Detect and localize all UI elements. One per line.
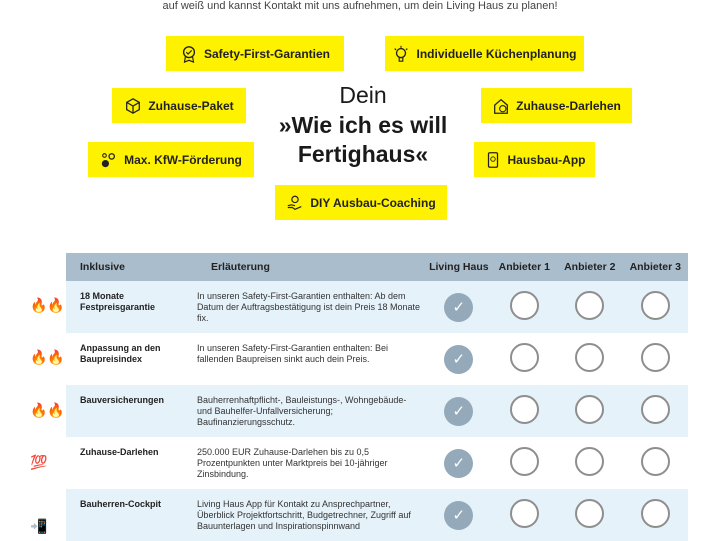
badge-label: DIY Ausbau-Coaching	[310, 195, 436, 210]
check-cell	[557, 281, 623, 333]
check-cell	[492, 333, 557, 385]
header-erlaeuterung: Erläuterung	[196, 253, 427, 281]
headline: »Wie ich es will Fertighaus«	[250, 111, 476, 169]
check-cell	[557, 489, 623, 541]
check-cell: ✓	[426, 437, 491, 489]
house-euro-icon	[494, 98, 509, 114]
check-cell	[491, 281, 558, 333]
check-cell	[622, 489, 688, 541]
empty-circle-icon	[640, 291, 670, 320]
feature-description: In unseren Safety-First-Garantien enthal…	[196, 343, 389, 364]
empty-circle-icon	[509, 343, 539, 372]
check-cell	[557, 385, 623, 437]
empty-circle-icon	[575, 395, 605, 424]
row-emoji-icon: 🔥🔥	[30, 401, 65, 418]
row-emoji-icon: 💯	[30, 453, 48, 470]
empty-circle-icon	[640, 447, 670, 476]
badge-kfw-foerderung: Max. KfW-Förderung	[88, 142, 254, 177]
empty-circle-icon	[640, 343, 670, 372]
row-emoji-icon: 🔥🔥	[30, 349, 65, 366]
row-emoji-icon: 🔥🔥	[30, 297, 65, 313]
badge-label: Individuelle Küchenplanung	[416, 46, 577, 61]
feature-name: Bauversicherungen	[66, 385, 197, 437]
badge-safety-first: Safety-First-Garantien	[166, 36, 344, 71]
feature-description: Living Haus App für Kontakt zu Ansprechp…	[196, 489, 427, 541]
empty-circle-icon	[509, 447, 539, 476]
empty-circle-icon	[575, 499, 605, 528]
header-living-haus: Living Haus	[426, 253, 492, 281]
checkmark-icon: ✓	[444, 396, 474, 426]
empty-circle-icon	[509, 499, 539, 528]
header-anbieter-2: Anbieter 2	[557, 253, 623, 281]
feature-name: Bauherren-Cockpit	[66, 489, 197, 541]
check-cell	[623, 437, 689, 489]
badge-zuhause-darlehen: Zuhause-Darlehen	[481, 88, 632, 123]
empty-circle-icon	[575, 447, 605, 476]
feature-description: In unseren Safety-First-Garantien enthal…	[196, 281, 427, 333]
feature-name: 18 Monate Festpreisgarantie	[66, 281, 197, 333]
check-cell	[557, 333, 622, 385]
check-cell: ✓	[426, 333, 491, 385]
header-anbieter-1: Anbieter 1	[491, 253, 558, 281]
badge-zuhause-paket: Zuhause-Paket	[112, 88, 246, 123]
headline-line1: »Wie ich es will	[278, 112, 448, 138]
comparison-table: Inklusive Erläuterung Living Haus Anbiet…	[66, 253, 688, 541]
smartphone-icon	[487, 151, 498, 168]
table-row: Bauversicherungen Bauherrenhaftpflicht-, …	[66, 385, 688, 437]
feature-name: Anpassung an den Baupreisindex	[80, 343, 161, 364]
empty-circle-icon	[640, 395, 670, 424]
check-cell: ✓	[426, 385, 492, 437]
checkmark-icon: ✓	[444, 292, 474, 322]
coins-icon	[101, 152, 116, 167]
checkmark-icon: ✓	[444, 344, 474, 374]
check-cell	[622, 385, 688, 437]
feature-description: Bauherrenhaftpflicht-, Bauleistungs-, Wo…	[196, 385, 427, 437]
check-cell: ✓	[426, 489, 492, 541]
table-row: Zuhause-Darlehen 250.000 EUR Zuhause-Darl…	[66, 437, 688, 489]
badge-hausbau-app: Hausbau-App	[474, 142, 595, 177]
check-cell	[557, 437, 622, 489]
check-cell	[491, 489, 558, 541]
empty-circle-icon	[575, 343, 605, 372]
badge-kuechenplanung: Individuelle Küchenplanung	[385, 36, 584, 71]
empty-circle-icon	[575, 291, 605, 320]
check-cell	[492, 437, 557, 489]
check-cell	[491, 385, 558, 437]
empty-circle-icon	[640, 499, 670, 528]
badge-label: Zuhause-Paket	[148, 98, 234, 113]
empty-circle-icon	[509, 395, 539, 424]
header-anbieter-3: Anbieter 3	[622, 253, 688, 281]
table-row: Bauherren-Cockpit Living Haus App für Kon…	[66, 489, 688, 541]
lightbulb-icon	[394, 45, 409, 62]
badge-label: Zuhause-Darlehen	[516, 98, 621, 113]
row-emoji-icon: 📲	[30, 518, 48, 535]
feature-name: Zuhause-Darlehen	[80, 447, 159, 457]
check-cell	[623, 333, 689, 385]
badge-label: Hausbau-App	[507, 152, 586, 167]
table-row: Anpassung an den Baupreisindex In unseren…	[66, 333, 688, 385]
checkmark-icon: ✓	[444, 448, 474, 478]
check-cell	[622, 281, 688, 333]
feature-description: 250.000 EUR Zuhause-Darlehen bis zu 0,5 …	[196, 447, 388, 479]
hand-lightbulb-icon	[287, 195, 302, 210]
box-icon	[126, 97, 141, 114]
check-cell: ✓	[426, 281, 492, 333]
badge-label: Safety-First-Garantien	[203, 46, 331, 61]
badge-diy-coaching: DIY Ausbau-Coaching	[275, 185, 447, 220]
header-inklusive: Inklusive	[66, 253, 197, 281]
intro-text: auf weiß und kannst Kontakt mit uns aufn…	[162, 0, 558, 12]
table-header: Inklusive Erläuterung Living Haus Anbiet…	[66, 253, 688, 281]
title-dein: Dein	[339, 82, 387, 108]
table-row: 18 Monate Festpreisgarantie In unseren Sa…	[66, 281, 688, 333]
badge-label: Max. KfW-Förderung	[124, 152, 242, 167]
empty-circle-icon	[509, 291, 539, 320]
award-icon	[182, 45, 196, 63]
headline-line2: Fertighaus«	[297, 141, 429, 167]
checkmark-icon: ✓	[444, 500, 474, 530]
